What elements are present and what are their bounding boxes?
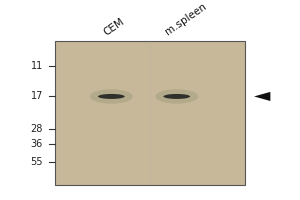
Ellipse shape bbox=[155, 89, 198, 104]
Text: 55: 55 bbox=[31, 157, 43, 167]
Text: 11: 11 bbox=[31, 61, 43, 71]
Text: 28: 28 bbox=[31, 124, 43, 134]
Ellipse shape bbox=[98, 94, 125, 99]
Text: 36: 36 bbox=[31, 139, 43, 149]
Text: m.spleen: m.spleen bbox=[163, 2, 208, 37]
Ellipse shape bbox=[90, 89, 133, 104]
Ellipse shape bbox=[164, 94, 190, 99]
Bar bbox=[55, 41, 245, 185]
Text: CEM: CEM bbox=[102, 16, 127, 37]
Polygon shape bbox=[254, 92, 270, 101]
Text: 17: 17 bbox=[31, 91, 43, 101]
